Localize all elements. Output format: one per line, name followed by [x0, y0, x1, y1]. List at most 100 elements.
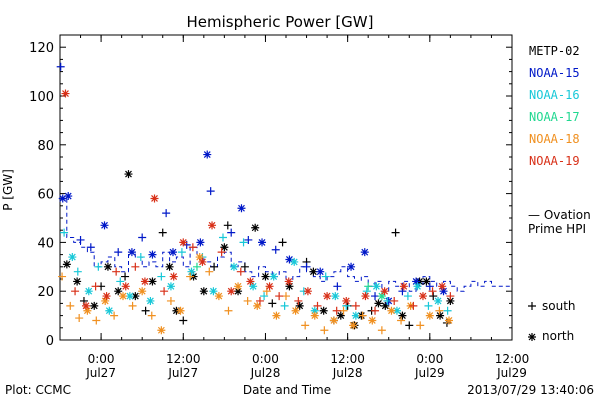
data-point-north	[90, 301, 99, 310]
data-point-north	[102, 292, 111, 301]
data-point-north	[157, 326, 166, 335]
data-point-south	[188, 243, 197, 252]
data-point-north	[196, 238, 205, 247]
data-point-north	[285, 282, 294, 291]
data-point-north	[349, 321, 358, 330]
data-point-south	[138, 233, 147, 242]
data-point-north	[381, 301, 390, 310]
data-point-north	[412, 277, 421, 286]
data-point-south	[240, 262, 249, 271]
data-point-north	[303, 287, 312, 296]
data-point-north	[422, 277, 431, 286]
data-point-south	[435, 306, 444, 315]
data-point-south	[301, 321, 310, 330]
data-point-north	[436, 311, 445, 320]
x-tick-label-time: 12:00	[166, 352, 201, 366]
data-point-south	[114, 248, 123, 257]
data-point-south	[141, 306, 150, 315]
data-point-north	[310, 311, 319, 320]
data-point-south	[56, 62, 65, 71]
data-point-north	[269, 272, 278, 281]
data-point-north	[309, 267, 318, 276]
series-noaa-16	[60, 228, 452, 320]
data-point-south	[383, 296, 392, 305]
data-point-south	[128, 301, 137, 310]
data-point-north	[100, 221, 109, 230]
data-point-south	[391, 228, 400, 237]
data-point-south	[166, 296, 175, 305]
x-axis-label: Date and Time	[243, 383, 331, 397]
data-point-north	[209, 287, 218, 296]
data-point-north	[127, 248, 136, 257]
data-point-north	[62, 260, 71, 269]
data-point-north	[413, 282, 422, 291]
data-point-north	[119, 292, 128, 301]
data-point-south	[66, 301, 75, 310]
data-point-north	[73, 277, 82, 286]
data-point-south	[205, 267, 214, 276]
x-tick-label-time: 0:00	[88, 352, 115, 366]
data-point-north	[444, 316, 453, 325]
legend-entry: NOAA-18	[529, 132, 580, 146]
series-noaa-19	[61, 89, 455, 315]
y-axis-label: P [GW]	[1, 169, 15, 211]
legend-marker-south	[528, 302, 536, 310]
data-point-south	[206, 187, 215, 196]
data-point-north	[84, 287, 93, 296]
data-point-south	[110, 311, 119, 320]
ovation-prime-line	[60, 198, 512, 292]
legend-entry: NOAA-19	[529, 154, 580, 168]
y-tick-label: 100	[29, 90, 54, 105]
data-point-north	[323, 292, 332, 301]
x-tick-label-time: 12:00	[330, 352, 365, 366]
data-point-south	[271, 245, 280, 254]
x-tick-label-date: Jul29	[414, 366, 445, 380]
data-point-south	[275, 292, 284, 301]
data-point-north	[214, 292, 223, 301]
data-point-north	[140, 277, 149, 286]
data-point-south	[282, 292, 290, 301]
data-point-south	[71, 287, 80, 296]
data-point-south	[424, 301, 433, 310]
legend-entry: NOAA-15	[529, 66, 580, 80]
data-point-south	[162, 209, 171, 218]
data-point-north	[227, 287, 236, 296]
data-point-south	[158, 228, 167, 237]
data-point-south	[320, 326, 329, 335]
data-point-north	[316, 267, 325, 276]
x-tick-label-date: Jul28	[250, 366, 281, 380]
data-point-north	[319, 306, 328, 315]
data-point-north	[220, 243, 229, 252]
data-point-south	[243, 296, 252, 305]
data-point-north	[261, 272, 270, 281]
data-point-north	[179, 238, 188, 247]
data-point-south	[428, 287, 437, 296]
data-point-south	[192, 262, 201, 271]
data-point-north	[342, 296, 351, 305]
data-point-south	[416, 321, 425, 330]
data-point-north	[253, 301, 262, 310]
data-point-south	[76, 235, 85, 244]
data-point-north	[361, 292, 370, 301]
data-point-south	[358, 311, 367, 320]
data-point-north	[131, 292, 140, 301]
data-point-south	[131, 262, 140, 271]
data-point-north	[368, 316, 377, 325]
data-point-north	[169, 272, 178, 281]
data-point-south	[75, 314, 84, 323]
data-point-south	[236, 267, 245, 276]
data-point-north	[329, 316, 338, 325]
data-point-north	[83, 306, 92, 315]
data-point-north	[272, 311, 281, 320]
data-point-north	[146, 296, 155, 305]
data-point-south	[260, 292, 269, 301]
data-point-north	[438, 282, 447, 291]
data-point-north	[377, 292, 386, 301]
data-point-north	[208, 221, 217, 230]
data-point-north	[351, 311, 360, 320]
data-point-north	[331, 292, 340, 301]
data-point-south	[332, 306, 341, 315]
data-point-south	[217, 248, 226, 257]
data-point-south	[377, 326, 386, 335]
data-point-north	[237, 204, 246, 213]
